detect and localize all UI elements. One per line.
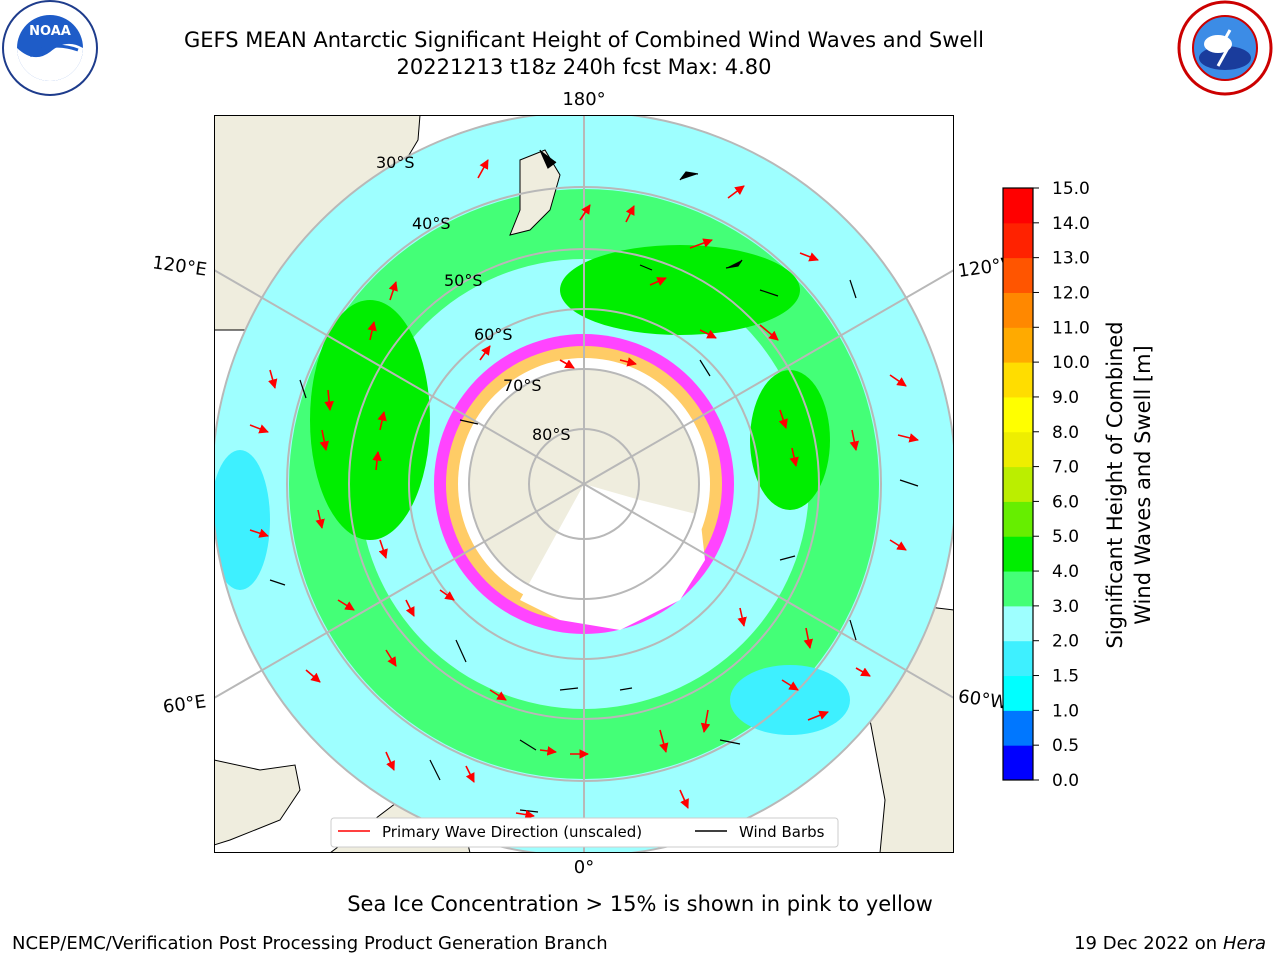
colorbar-swatch: [1003, 362, 1033, 398]
colorbar-swatch: [1003, 222, 1033, 259]
colorbar-tick-label: 0.5: [1052, 736, 1079, 756]
colorbar-swatch: [1003, 745, 1033, 781]
title-line-2: 20221213 t18z 240h fcst Max: 4.80: [396, 55, 772, 79]
lat-label-50s: 50°S: [444, 271, 483, 290]
wave-direction-arrows: [249, 159, 919, 820]
colorbar-swatch: [1003, 396, 1033, 433]
lat-label-30s: 30°S: [376, 153, 415, 172]
map-area: [214, 115, 954, 853]
credit-line: NCEP/EMC/Verification Post Processing Pr…: [12, 933, 608, 954]
colorbar-tick-label: 1.5: [1052, 667, 1079, 687]
wind-barbs-legend-label: Wind Barbs: [739, 823, 825, 841]
colorbar-tick-label: 12.0: [1052, 283, 1090, 303]
colorbar-swatch: [1003, 431, 1033, 468]
colorbar: 0.0 0.5 1.0 1.5 2.0 3.0 4.0 5.0 6.0 7.0 8.0 9.0 10.0…: [1002, 179, 1090, 791]
colorbar-swatch: [1003, 501, 1033, 537]
colorbar-swatch: [1003, 466, 1033, 502]
nws-logo: [1177, 0, 1273, 96]
lat-label-60s: 60°S: [474, 325, 513, 344]
colorbar-tick-label: 15.0: [1052, 179, 1090, 199]
colorbar-swatch: [1003, 292, 1033, 328]
host-name: Hera: [1222, 933, 1266, 954]
colorbar-swatch: [1003, 675, 1033, 711]
lon-label-bottom: 0°: [574, 857, 594, 878]
colorbar-swatch: [1003, 640, 1033, 677]
colorbar-tick-label: 7.0: [1052, 458, 1079, 478]
colorbar-tick-label: 3.0: [1052, 597, 1079, 617]
colorbar-swatch: [1003, 257, 1033, 293]
lon-label-top: 180°: [562, 89, 605, 110]
colorbar-tick-label: 14.0: [1052, 214, 1090, 234]
colorbar-tick-label: 8.0: [1052, 423, 1079, 443]
colorbar-tick-label: 13.0: [1052, 249, 1090, 269]
colorbar-tick-label: 2.0: [1052, 632, 1079, 652]
wave-direction-legend-label: Primary Wave Direction (unscaled): [382, 823, 642, 841]
colorbar-tick-label: 9.0: [1052, 388, 1079, 408]
colorbar-swatch: [1003, 536, 1033, 572]
colorbar-swatch: [1003, 327, 1033, 363]
map-legend: Primary Wave Direction (unscaled) Wind B…: [330, 817, 839, 848]
colorbar-swatch: [1003, 188, 1033, 224]
colorbar-frame: [1002, 187, 1034, 781]
sea-ice-caption: Sea Ice Concentration > 15% is shown in …: [347, 892, 933, 916]
colorbar-swatch: [1003, 710, 1033, 746]
date-line: 19 Dec 2022 on Hera: [1074, 933, 1266, 954]
title-line-1: GEFS MEAN Antarctic Significant Height o…: [183, 28, 985, 52]
colorbar-swatch: [1003, 571, 1033, 607]
colorbar-swatch: [1003, 605, 1033, 642]
colorbar-tick-label: 10.0: [1052, 353, 1090, 373]
noaa-logo-text: NOAA: [29, 24, 71, 39]
colorbar-tick-label: 1.0: [1052, 701, 1079, 721]
lat-label-80s: 80°S: [532, 425, 571, 444]
wind-barbs: [269, 149, 919, 813]
date-text: 19 Dec 2022 on: [1074, 933, 1218, 954]
colorbar-label-line-2: Wind Waves and Swell [m]: [1131, 345, 1155, 625]
lat-label-40s: 40°S: [412, 214, 451, 233]
lon-label-left-upper: 120°E: [151, 252, 208, 280]
colorbar-tick-label: 0.0: [1052, 771, 1079, 791]
colorbar-tick-label: 6.0: [1052, 492, 1079, 512]
colorbar-tick-label: 5.0: [1052, 527, 1079, 547]
lon-label-left-lower: 60°E: [162, 691, 208, 718]
colorbar-tick-label: 4.0: [1052, 562, 1079, 582]
colorbar-label-line-1: Significant Height of Combined: [1103, 321, 1127, 648]
lat-label-70s: 70°S: [503, 376, 542, 395]
lon-label-right-lower: 60°W: [957, 686, 1009, 714]
noaa-logo: NOAA: [2, 0, 98, 96]
colorbar-tick-label: 11.0: [1052, 318, 1090, 338]
